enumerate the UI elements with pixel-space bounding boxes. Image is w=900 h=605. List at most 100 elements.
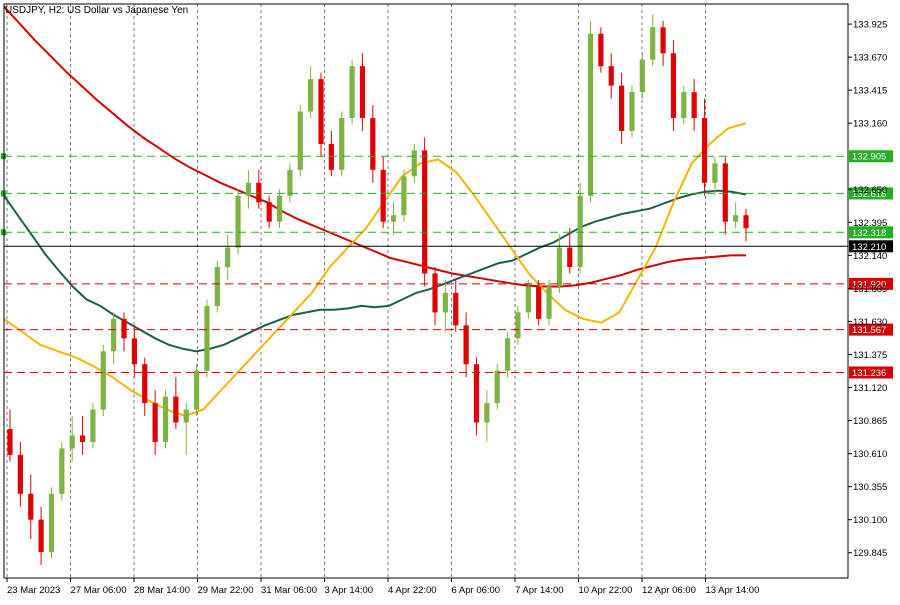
y-tick-label: 131.120 (853, 383, 887, 394)
candle-body (266, 202, 272, 222)
candle-body (401, 176, 407, 216)
price-level-label: 132.618 (852, 189, 886, 200)
candle-body (90, 409, 96, 442)
candle-body (349, 66, 355, 119)
x-tick-label: 27 Mar 06:00 (71, 585, 127, 596)
candle-body (152, 403, 158, 442)
candle-body (670, 53, 677, 119)
y-tick-label: 133.670 (853, 53, 887, 64)
candle-body (359, 66, 366, 119)
candle-body (453, 292, 459, 326)
candle-body (484, 403, 490, 423)
candle-body (556, 247, 562, 287)
x-tick-label: 31 Mar 06:00 (261, 585, 317, 596)
candle-body (308, 79, 314, 112)
candle-body (100, 351, 106, 410)
candle-body (276, 195, 283, 222)
candle-body (660, 27, 666, 54)
candle-body (577, 195, 583, 268)
candle-body (245, 182, 252, 196)
y-tick-label: 132.140 (853, 251, 887, 262)
candle-body (536, 286, 542, 319)
x-tick-label: 29 Mar 22:00 (198, 585, 254, 596)
candle-body (142, 364, 148, 404)
candle-body (59, 448, 65, 494)
x-tick-label: 28 Mar 14:00 (134, 585, 190, 596)
candle-body (390, 215, 397, 222)
candle-body (131, 338, 137, 365)
y-tick-label: 129.845 (853, 548, 887, 559)
price-level-tag (849, 240, 893, 253)
y-tick-label: 130.610 (853, 449, 887, 460)
candle-body (204, 305, 210, 371)
price-level-tag (849, 187, 893, 200)
candle-body (701, 118, 708, 183)
candle-body (525, 286, 531, 313)
candle-body (225, 247, 231, 268)
candle-body (722, 163, 728, 222)
candle-body (318, 79, 324, 144)
candle-body (256, 182, 262, 203)
candle-body (463, 325, 469, 365)
candle-body (173, 396, 179, 423)
candle-body (214, 267, 220, 306)
candle-body (48, 493, 55, 553)
candle-body (370, 118, 376, 170)
y-tick-label: 130.100 (853, 515, 887, 526)
candle-body (79, 435, 86, 442)
candle-body (473, 364, 480, 423)
candle-body (504, 338, 511, 371)
price-level-label: 132.905 (852, 152, 886, 163)
candle-body (619, 85, 625, 131)
candle-body (328, 143, 334, 170)
y-tick-label: 130.355 (853, 482, 887, 493)
candle-body (28, 493, 34, 520)
candle-body (339, 118, 345, 170)
candle-body (629, 92, 635, 131)
x-tick-label: 6 Apr 06:00 (452, 585, 501, 596)
y-tick-label: 131.375 (853, 350, 887, 361)
candle-body (38, 519, 44, 553)
candle-body (162, 396, 169, 442)
candle-body (743, 215, 749, 229)
price-level-label: 132.210 (852, 242, 886, 253)
candle-body (608, 66, 614, 86)
candle-body (442, 292, 448, 313)
candle-body (380, 169, 386, 222)
candle-body (287, 169, 293, 196)
candle-body (712, 163, 718, 183)
candle-body (546, 286, 552, 319)
price-level-label: 131.236 (852, 368, 886, 379)
price-level-tag (849, 323, 893, 336)
candle-body (691, 92, 697, 119)
candle-body (567, 247, 573, 268)
candle-body (650, 27, 656, 60)
chart-title: USDJPY, H2: US Dollar vs Japanese Yen (5, 5, 188, 16)
price-level-tag (849, 277, 893, 290)
candle-body (422, 150, 428, 274)
candle-body (432, 273, 438, 313)
candle-body (17, 454, 23, 494)
x-tick-label: 3 Apr 14:00 (325, 585, 374, 596)
candle-body (639, 59, 645, 93)
y-tick-label: 131.630 (853, 317, 887, 328)
candle-body (494, 370, 500, 404)
moving-average-line (3, 122, 747, 418)
moving-average-line (3, 5, 746, 288)
moving-average-layer (3, 5, 747, 418)
candle-body (297, 111, 303, 170)
candle-body (235, 195, 241, 248)
price-level-tag (849, 226, 893, 239)
candle-body (411, 150, 417, 177)
x-tick-label: 10 Apr 22:00 (579, 585, 633, 596)
y-tick-label: 132.650 (853, 185, 887, 196)
y-tick-label: 130.865 (853, 416, 887, 427)
y-tick-label: 132.395 (853, 218, 887, 229)
candle-body (194, 370, 200, 410)
x-tick-label: 12 Apr 06:00 (642, 585, 696, 596)
grid-layer (6, 4, 706, 578)
candle-body (111, 318, 117, 352)
candle-body (733, 215, 739, 222)
